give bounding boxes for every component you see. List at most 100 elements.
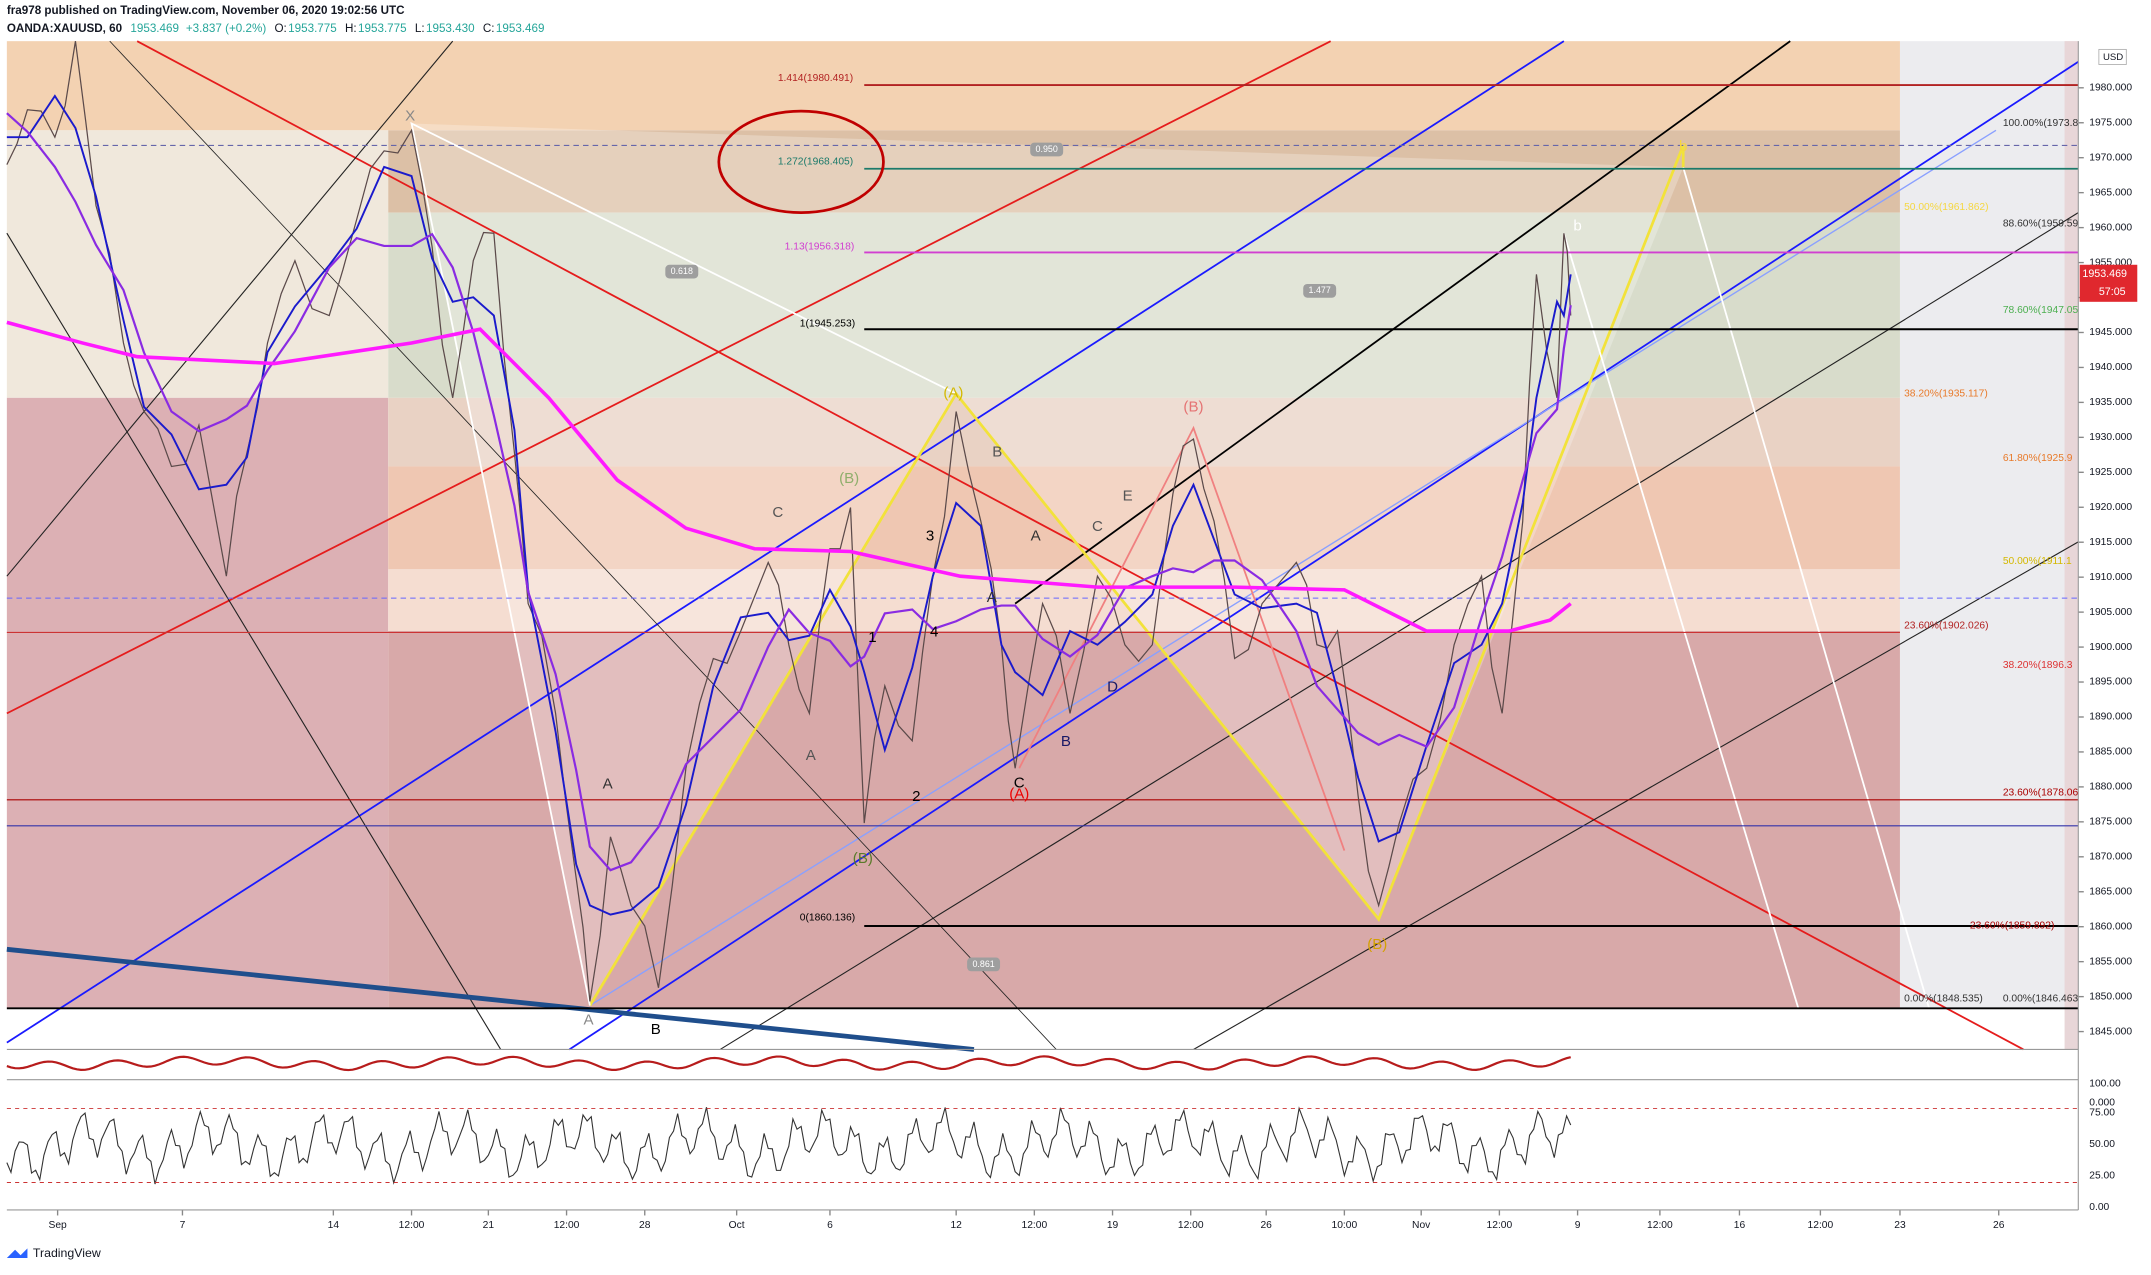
wave-label: A bbox=[603, 776, 614, 793]
fib-label: 38.20%(1896.3 bbox=[2003, 660, 2073, 671]
wave-label: 2 bbox=[912, 788, 920, 805]
wave-label: 4 bbox=[930, 623, 938, 640]
wave-label: (A) bbox=[1009, 785, 1029, 802]
wave-label: C bbox=[772, 504, 783, 521]
ratio-label: 0.950 bbox=[1036, 144, 1058, 154]
price-label: 1935.000 bbox=[2089, 397, 2132, 408]
zones bbox=[6, 41, 2079, 1050]
fib-label: 61.80%(1925.9 bbox=[2003, 453, 2073, 464]
rsi-label: 100.00 bbox=[2089, 1078, 2121, 1089]
brand: TradingView bbox=[33, 1246, 101, 1260]
time-label: Oct bbox=[729, 1220, 745, 1231]
wave-label: (B) bbox=[1183, 398, 1203, 415]
header-field: O: bbox=[274, 22, 286, 35]
time-label: Sep bbox=[48, 1220, 67, 1231]
wave-label: B bbox=[992, 444, 1002, 461]
wave-label: (B) bbox=[853, 850, 873, 867]
time-label: 19 bbox=[1107, 1220, 1119, 1231]
price-label: 1980.000 bbox=[2089, 83, 2132, 94]
countdown: 57:05 bbox=[2099, 286, 2126, 298]
fib-label: 23.60%(1902.026) bbox=[1904, 620, 1988, 631]
rsi-label: 0.00 bbox=[2089, 1202, 2109, 1213]
fib-label: 78.60%(1947.05 bbox=[2003, 305, 2079, 316]
header-field: 1953.775 bbox=[358, 22, 407, 35]
price-label: 1965.000 bbox=[2089, 187, 2132, 198]
rsi bbox=[6, 1106, 1572, 1185]
wave-label: b bbox=[1573, 217, 1581, 234]
oscillator bbox=[6, 1055, 1571, 1072]
time-label: 23 bbox=[1894, 1220, 1906, 1231]
fib-label: 1(1945.253) bbox=[800, 318, 855, 329]
labels: fra978 published on TradingView.com, Nov… bbox=[6, 4, 2138, 1260]
price-label: 1875.000 bbox=[2089, 817, 2132, 828]
publisher: fra978 published on TradingView.com, Nov… bbox=[7, 4, 405, 17]
time-label: 10:00 bbox=[1332, 1220, 1358, 1231]
time-label: 16 bbox=[1734, 1220, 1746, 1231]
time-label: 12:00 bbox=[1178, 1220, 1204, 1231]
time-label: 12:00 bbox=[1808, 1220, 1834, 1231]
ratio-box bbox=[1303, 283, 1337, 298]
price-label: 1940.000 bbox=[2089, 362, 2132, 373]
time-label: 12:00 bbox=[1487, 1220, 1513, 1231]
fib-label: 100.00%(1973.8 bbox=[2003, 118, 2079, 129]
fib-label: 0.00%(1846.463 bbox=[2003, 993, 2079, 1004]
ma-fast bbox=[6, 94, 1572, 916]
ratio-label: 0.861 bbox=[972, 959, 994, 969]
time-label: 14 bbox=[328, 1220, 340, 1231]
price-label: 1880.000 bbox=[2089, 782, 2132, 793]
time-label: 12:00 bbox=[399, 1220, 425, 1231]
wave-label: 3 bbox=[926, 527, 934, 544]
wave-label: D bbox=[1107, 678, 1118, 695]
current-price: 1953.469 bbox=[2082, 268, 2127, 280]
header-field: H: bbox=[345, 22, 357, 35]
price-label: 1960.000 bbox=[2089, 222, 2132, 233]
time-label: 26 bbox=[1260, 1220, 1272, 1231]
fib-label: 38.20%(1935.117) bbox=[1904, 388, 1988, 399]
wave-label: E bbox=[1123, 488, 1133, 505]
price-label: 1855.000 bbox=[2089, 956, 2132, 967]
header-field: 1953.469 bbox=[496, 22, 545, 35]
drawing-lines bbox=[6, 40, 2079, 1052]
ma-mid bbox=[6, 112, 1572, 872]
header-field: OANDA:XAUUSD, 60 bbox=[7, 22, 122, 35]
ratio-box bbox=[967, 957, 1001, 972]
fib-label: 88.60%(1959.59 bbox=[2003, 218, 2079, 229]
fib-label: 0.00%(1848.535) bbox=[1904, 993, 1983, 1004]
symbol-line: OANDA:XAUUSD, 60 1953.469 +3.837 (+0.2%) O:… bbox=[7, 22, 545, 35]
indicator-label: 0.000 bbox=[2089, 1098, 2115, 1109]
time-label: 28 bbox=[639, 1220, 651, 1231]
wave-label: A bbox=[583, 1012, 594, 1029]
price-label: 1925.000 bbox=[2089, 467, 2132, 478]
price-label: 1885.000 bbox=[2089, 747, 2132, 758]
wave-label: X bbox=[405, 108, 415, 125]
time-label: 6 bbox=[827, 1220, 833, 1231]
price-label: 1930.000 bbox=[2089, 432, 2132, 443]
price-series bbox=[6, 41, 1572, 1185]
wave-label: C bbox=[1014, 774, 1025, 791]
price-label: 1895.000 bbox=[2089, 677, 2132, 688]
current-price-box bbox=[2079, 264, 2138, 302]
price-label: 1955.000 bbox=[2089, 257, 2132, 268]
header-field: 1953.775 bbox=[288, 22, 337, 35]
time-label: 26 bbox=[1993, 1220, 2005, 1231]
price-label: 1920.000 bbox=[2089, 502, 2132, 513]
time-label: 9 bbox=[1575, 1220, 1581, 1231]
rsi-label: 75.00 bbox=[2089, 1107, 2115, 1118]
wave-label: A bbox=[987, 589, 998, 606]
header-field: 1953.430 bbox=[426, 22, 475, 35]
currency-box bbox=[2098, 48, 2127, 65]
fib-label: 1.13(1956.318) bbox=[785, 242, 855, 253]
fib-label: 50.00%(1961.862) bbox=[1904, 202, 1988, 213]
price-label: 1890.000 bbox=[2089, 712, 2132, 723]
fib-label: 23.60%(1859.892) bbox=[1970, 921, 2054, 932]
price-label: 1900.000 bbox=[2089, 642, 2132, 653]
fib-label: 1.414(1980.491) bbox=[778, 73, 853, 84]
wave-label: C bbox=[1092, 518, 1103, 535]
wave-label: (A) bbox=[943, 385, 963, 402]
rsi-label: 50.00 bbox=[2089, 1139, 2115, 1150]
time-label: 12:00 bbox=[1021, 1220, 1047, 1231]
price-label: 1975.000 bbox=[2089, 117, 2132, 128]
currency: USD bbox=[2103, 52, 2123, 63]
header-field: +3.837 (+0.2%) bbox=[186, 22, 266, 35]
